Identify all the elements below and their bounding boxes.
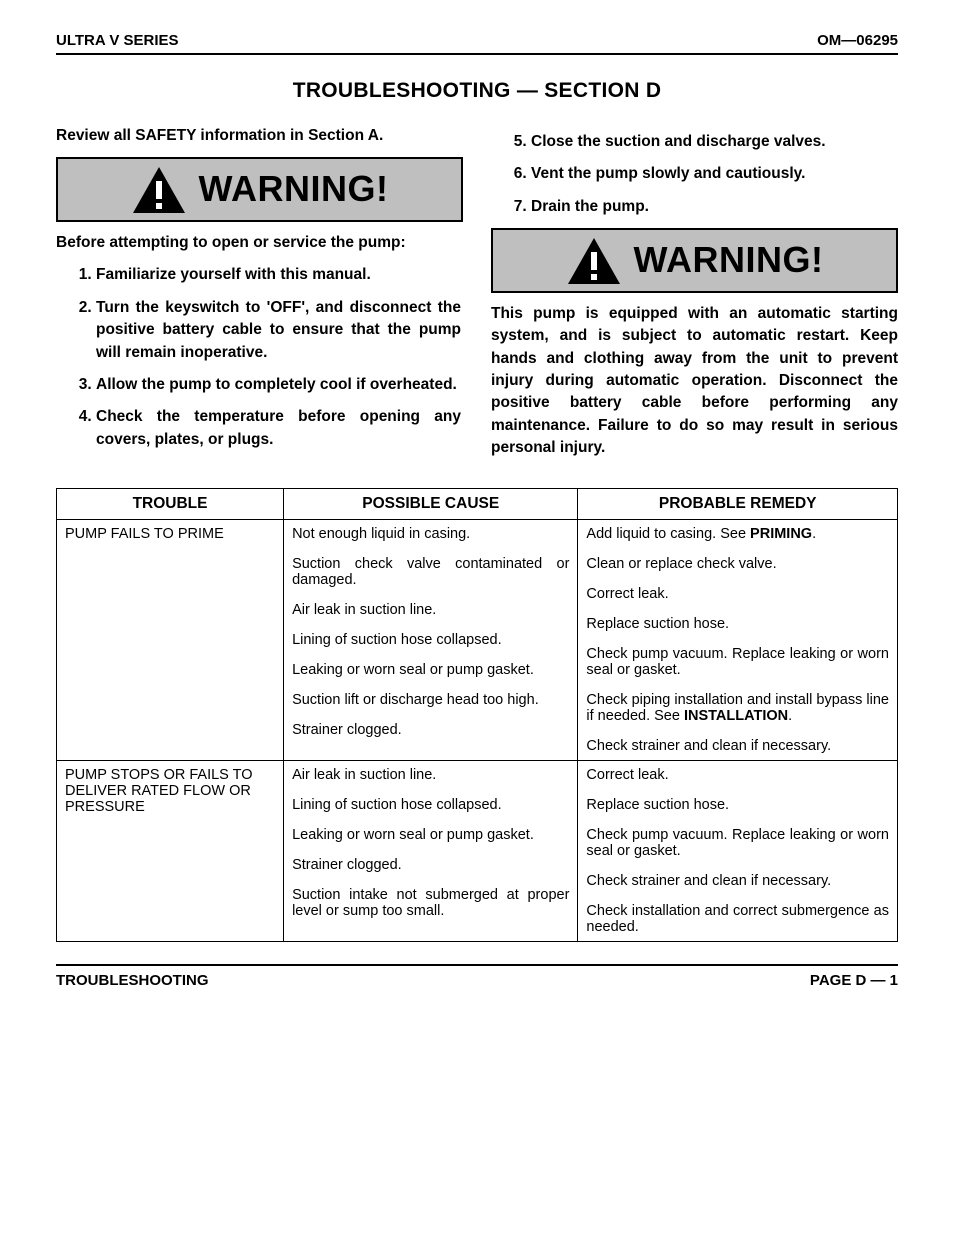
left-column: Review all SAFETY information in Section… (56, 125, 463, 470)
remedy-item: Correct leak. (586, 767, 889, 797)
cause-item: Strainer clogged. (292, 722, 569, 738)
warning-triangle-icon (131, 165, 187, 215)
remedy-item: Check strainer and clean if necessary. (586, 873, 889, 903)
step-3: Allow the pump to completely cool if ove… (96, 374, 463, 396)
remedy-item: Clean or replace check valve. (586, 556, 889, 586)
steps-list-left: Familiarize yourself with this manual. T… (56, 264, 463, 451)
cause-item: Air leak in suction line. (292, 767, 569, 797)
header-left: ULTRA V SERIES (56, 32, 179, 49)
cause-item: Suction lift or discharge head too high. (292, 692, 569, 722)
cause-item: Leaking or worn seal or pump gasket. (292, 827, 569, 857)
review-line: Review all SAFETY information in Section… (56, 125, 463, 147)
header-right: OM—06295 (817, 32, 898, 49)
table-row: PUMP STOPS OR FAILS TO DELIVER RATED FLO… (57, 760, 898, 941)
section-title: TROUBLESHOOTING — SECTION D (56, 79, 898, 103)
th-trouble: TROUBLE (57, 488, 284, 519)
th-cause: POSSIBLE CAUSE (284, 488, 578, 519)
remedy-cell: Add liquid to casing. See PRIMING. Clean… (578, 519, 898, 760)
footer-left: TROUBLESHOOTING (56, 972, 209, 989)
th-remedy: PROBABLE REMEDY (578, 488, 898, 519)
step-5: Close the suction and discharge valves. (531, 131, 898, 153)
remedy-item: Check pump vacuum. Replace leaking or wo… (586, 646, 889, 692)
remedy-item: Correct leak. (586, 586, 889, 616)
cause-item: Air leak in suction line. (292, 602, 569, 632)
cause-item: Not enough liquid in casing. (292, 526, 569, 556)
before-line: Before attempting to open or service the… (56, 232, 463, 254)
remedy-item: Check piping installation and install by… (586, 692, 889, 738)
trouble-cell: PUMP FAILS TO PRIME (57, 519, 284, 760)
document-page: ULTRA V SERIES OM—06295 TROUBLESHOOTING … (0, 0, 954, 1021)
cause-item: Suction check valve contaminated or dama… (292, 556, 569, 602)
cause-cell: Air leak in suction line. Lining of suct… (284, 760, 578, 941)
cause-cell: Not enough liquid in casing. Suction che… (284, 519, 578, 760)
remedy-item: Check strainer and clean if necessary. (586, 738, 889, 754)
troubleshooting-table: TROUBLE POSSIBLE CAUSE PROBABLE REMEDY P… (56, 488, 898, 942)
cause-item: Lining of suction hose collapsed. (292, 797, 569, 827)
step-4: Check the temperature before opening any… (96, 406, 463, 451)
step-7: Drain the pump. (531, 196, 898, 218)
cause-item: Leaking or worn seal or pump gasket. (292, 662, 569, 692)
header-bar: ULTRA V SERIES OM—06295 (56, 32, 898, 55)
footer-right: PAGE D — 1 (810, 972, 898, 989)
step-6: Vent the pump slowly and cautiously. (531, 163, 898, 185)
cause-item: Suction intake not submerged at proper l… (292, 887, 569, 919)
warning-label: WARNING! (634, 234, 824, 286)
table-header-row: TROUBLE POSSIBLE CAUSE PROBABLE REMEDY (57, 488, 898, 519)
remedy-cell: Correct leak. Replace suction hose. Chec… (578, 760, 898, 941)
warning-box-left: WARNING! (56, 157, 463, 221)
two-column-body: Review all SAFETY information in Section… (56, 125, 898, 470)
cause-item: Strainer clogged. (292, 857, 569, 887)
warning-box-right: WARNING! (491, 228, 898, 292)
warning-label: WARNING! (199, 163, 389, 215)
warning-triangle-icon (566, 236, 622, 286)
step-1: Familiarize yourself with this manual. (96, 264, 463, 286)
remedy-item: Check pump vacuum. Replace leaking or wo… (586, 827, 889, 873)
right-column: Close the suction and discharge valves. … (491, 125, 898, 470)
warning-paragraph: This pump is equipped with an automatic … (491, 303, 898, 460)
trouble-cell: PUMP STOPS OR FAILS TO DELIVER RATED FLO… (57, 760, 284, 941)
remedy-item: Check installation and correct submergen… (586, 903, 889, 935)
steps-list-right: Close the suction and discharge valves. … (491, 131, 898, 218)
remedy-item: Add liquid to casing. See PRIMING. (586, 526, 889, 556)
step-2: Turn the keyswitch to 'OFF', and disconn… (96, 297, 463, 364)
table-row: PUMP FAILS TO PRIME Not enough liquid in… (57, 519, 898, 760)
remedy-item: Replace suction hose. (586, 797, 889, 827)
remedy-item: Replace suction hose. (586, 616, 889, 646)
footer-bar: TROUBLESHOOTING PAGE D — 1 (56, 964, 898, 989)
cause-item: Lining of suction hose collapsed. (292, 632, 569, 662)
